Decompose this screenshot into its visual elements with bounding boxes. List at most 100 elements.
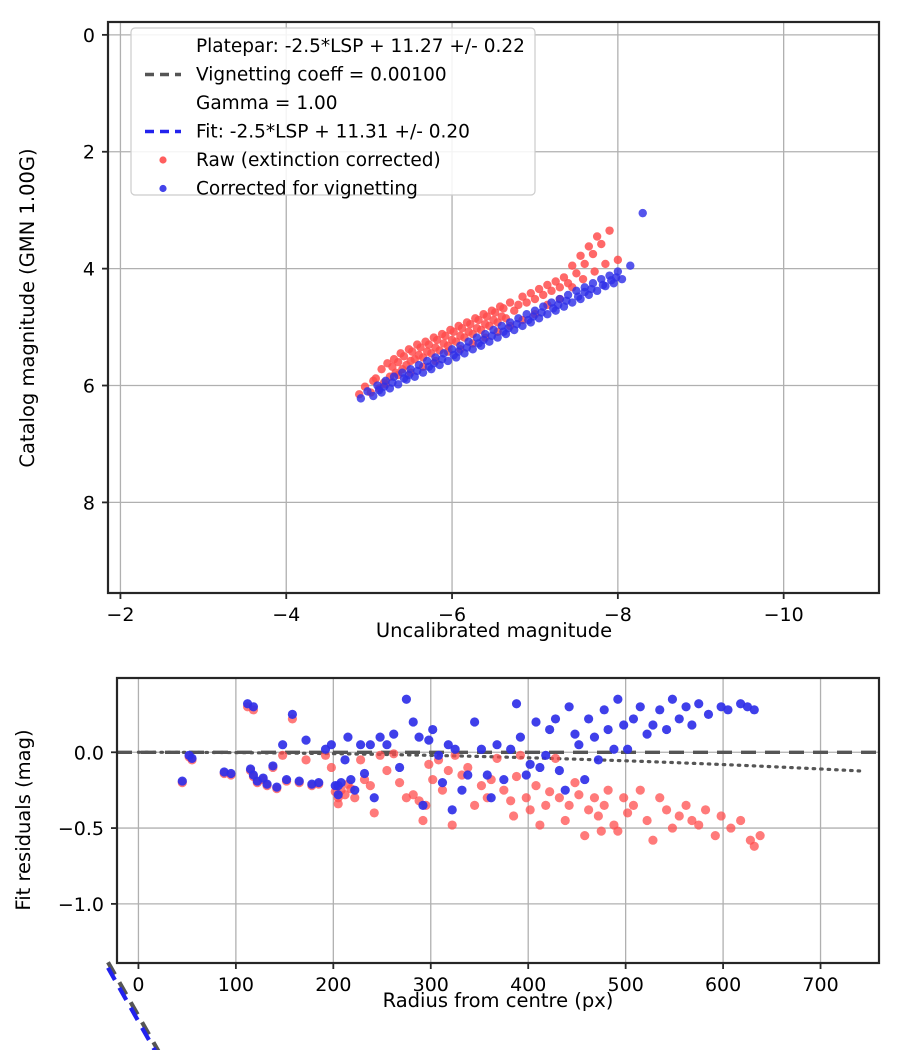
tick-label-x: 400 (510, 974, 546, 996)
residual-point-raw (726, 823, 736, 833)
residual-point-corrected (515, 732, 526, 742)
data-point-corrected (553, 300, 563, 310)
data-point-raw (568, 261, 577, 270)
data-point-raw (605, 226, 614, 235)
data-point-corrected (479, 335, 488, 345)
data-point-raw (576, 251, 585, 260)
residual-point-corrected (492, 740, 502, 750)
residual-point-corrected (437, 778, 448, 788)
residual-point-raw (674, 811, 684, 821)
residual-point-corrected (681, 702, 691, 712)
residual-point-raw (437, 785, 448, 795)
residual-point-raw (476, 781, 487, 791)
residual-point-raw (560, 815, 570, 826)
data-point-raw (588, 249, 598, 259)
residual-point-raw (541, 800, 551, 810)
residual-point-corrected (248, 702, 259, 712)
residual-point-raw (525, 805, 535, 815)
residual-point-corrected (226, 768, 236, 779)
residual-point-corrected (343, 732, 353, 742)
data-point-corrected (562, 296, 571, 305)
residual-point-corrected (470, 717, 480, 727)
data-point-raw (377, 364, 386, 374)
bottom-plot-gridlines (117, 678, 879, 963)
legend-marker-dot (159, 156, 167, 164)
residual-point-raw (382, 765, 392, 776)
residual-point-corrected (560, 785, 570, 795)
residual-point-raw (574, 790, 584, 800)
data-point-raw (474, 315, 483, 325)
tick-label-x: 600 (705, 974, 741, 996)
residual-point-corrected (521, 770, 531, 780)
residual-point-corrected (584, 714, 594, 724)
residual-point-corrected (667, 694, 678, 704)
residual-point-raw (499, 785, 509, 795)
tick-label-x: −6 (438, 604, 466, 626)
residual-point-corrected (401, 694, 412, 704)
residual-point-corrected (613, 694, 623, 704)
data-point-raw (555, 283, 565, 292)
residual-point-raw (599, 800, 609, 810)
residual-point-corrected (408, 717, 418, 727)
data-point-raw (578, 274, 588, 284)
data-point-corrected (369, 391, 378, 401)
residual-point-corrected (531, 717, 541, 727)
tick-label-y: 6 (83, 376, 95, 398)
bottom-plot-tickmarks (111, 751, 822, 969)
tick-label-x: 0 (132, 974, 144, 996)
tick-label-x: −10 (764, 604, 804, 626)
data-point-raw (522, 298, 531, 307)
residual-point-corrected (414, 732, 424, 742)
residual-point-raw (508, 811, 519, 821)
tick-label-y: 4 (83, 259, 95, 281)
top-plot-tick-labels: −2 −4 −6 −8 −10 0 2 4 6 8 (83, 25, 804, 626)
data-point-raw (457, 324, 467, 333)
residual-point-corrected (603, 724, 613, 735)
residual-point-corrected (375, 732, 385, 742)
data-point-raw (510, 306, 519, 315)
residual-point-corrected (463, 770, 473, 780)
residual-point-raw (580, 831, 590, 841)
tick-label-y: 2 (83, 142, 95, 164)
residual-point-raw (492, 753, 502, 763)
residual-point-corrected (359, 768, 370, 779)
residual-point-corrected (278, 740, 288, 750)
data-point-corrected (638, 208, 647, 218)
residual-point-corrected (703, 709, 714, 719)
bottom-plot-tick-labels: 0 100 200 300 400 500 600 700 0.0 −0.5 −1.0 (58, 742, 839, 996)
residual-point-corrected (580, 774, 590, 785)
residual-point-raw (394, 778, 405, 788)
residual-point-raw (531, 781, 541, 791)
residual-point-raw (710, 831, 720, 841)
data-point-corrected (607, 276, 616, 285)
residual-point-corrected (272, 782, 282, 792)
legend-label: Vignetting coeff = 0.00100 (196, 65, 447, 86)
residual-point-raw (443, 765, 453, 776)
residual-point-corrected (428, 724, 438, 735)
data-point-corrected (626, 261, 635, 270)
residual-point-raw (603, 785, 613, 795)
legend-label: Fit: -2.5*LSP + 11.31 +/- 0.20 (196, 122, 470, 143)
data-point-corrected (462, 343, 472, 352)
legend-marker-dot (159, 184, 167, 193)
residual-point-raw (418, 815, 428, 826)
legend-label: Gamma = 1.00 (196, 93, 338, 114)
top-plot-corrected-points (356, 208, 647, 403)
fit-residuals-axes: 0 100 200 300 400 500 600 700 0.0 −0.5 −1.0 Radius… (12, 676, 881, 1012)
legend-label: Platepar: -2.5*LSP + 11.27 +/- 0.22 (196, 36, 525, 57)
data-point-raw (526, 288, 536, 298)
data-point-raw (530, 294, 540, 304)
residual-point-raw (515, 750, 526, 760)
data-point-raw (590, 267, 599, 276)
residual-point-raw (375, 750, 385, 760)
data-point-raw (490, 308, 500, 317)
axes-frame (115, 676, 881, 965)
data-point-raw (432, 335, 442, 345)
residual-point-corrected (749, 705, 759, 715)
top-plot-tickmarks (102, 33, 785, 599)
residual-point-raw (589, 793, 600, 803)
residual-point-raw (635, 785, 645, 795)
data-point-raw (466, 319, 475, 329)
